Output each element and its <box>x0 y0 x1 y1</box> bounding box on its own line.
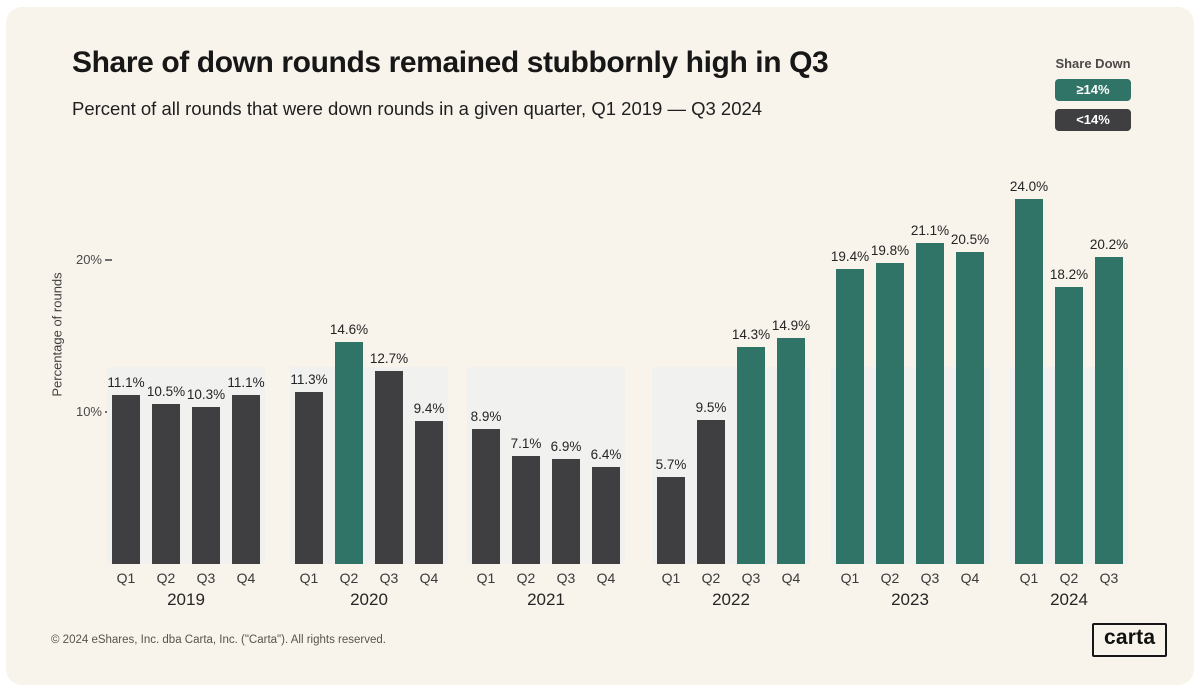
quarter-label-2019-Q3: Q3 <box>196 570 216 586</box>
y-axis-tick-20: 20% <box>52 250 112 270</box>
value-label-2019-Q1: 11.1% <box>107 375 145 390</box>
quarter-label-2020-Q1: Q1 <box>299 570 319 586</box>
quarter-label-2022-Q3: Q3 <box>741 570 761 586</box>
chart-card <box>6 7 1194 685</box>
value-label-2024-Q3: 20.2% <box>1089 237 1129 252</box>
value-label-2024-Q1: 24.0% <box>1009 179 1049 194</box>
quarter-label-2024-Q3: Q3 <box>1099 570 1119 586</box>
value-label-2020-Q2: 14.6% <box>329 322 369 337</box>
value-label-2021-Q4: 6.4% <box>590 447 622 462</box>
value-label-2019-Q4: 11.1% <box>227 375 265 390</box>
quarter-label-2022-Q4: Q4 <box>781 570 801 586</box>
bar-2024-Q2 <box>1055 287 1083 564</box>
year-label-2020: 2020 <box>350 590 388 609</box>
chart-subtitle: Percent of all rounds that were down rou… <box>72 98 763 119</box>
quarter-label-2021-Q4: Q4 <box>596 570 616 586</box>
value-label-2021-Q1: 8.9% <box>470 409 502 424</box>
bar-2022-Q4 <box>777 338 805 564</box>
value-label-2022-Q2: 9.5% <box>695 400 727 415</box>
legend-chip-below-threshold: <14% <box>1055 109 1131 131</box>
quarter-label-2024-Q1: Q1 <box>1019 570 1039 586</box>
year-label-2019: 2019 <box>167 590 205 609</box>
quarter-label-2022-Q1: Q1 <box>661 570 681 586</box>
legend-chip-above-threshold: ≥14% <box>1055 79 1131 101</box>
year-label-2023: 2023 <box>891 590 929 609</box>
value-label-2023-Q2: 19.8% <box>870 243 910 258</box>
quarter-label-2021-Q3: Q3 <box>556 570 576 586</box>
quarter-label-2021-Q1: Q1 <box>476 570 496 586</box>
value-label-2020-Q3: 12.7% <box>369 351 409 366</box>
chart-title: Share of down rounds remained stubbornly… <box>72 46 829 79</box>
value-label-2023-Q1: 19.4% <box>830 249 870 264</box>
quarter-label-2024-Q2: Q2 <box>1059 570 1079 586</box>
bar-2019-Q4 <box>232 395 260 564</box>
quarter-label-2019-Q2: Q2 <box>156 570 176 586</box>
quarter-label-2019-Q4: Q4 <box>236 570 256 586</box>
value-label-2019-Q2: 10.5% <box>146 384 186 399</box>
bar-2019-Q1 <box>112 395 140 564</box>
bar-2024-Q3 <box>1095 257 1123 564</box>
carta-logo: carta <box>1092 623 1168 657</box>
quarter-label-2023-Q1: Q1 <box>840 570 860 586</box>
y-axis-tick-10: 10% <box>52 402 112 422</box>
quarter-label-2020-Q2: Q2 <box>339 570 359 586</box>
bar-2022-Q2 <box>697 420 725 564</box>
value-label-2024-Q2: 18.2% <box>1049 267 1089 282</box>
bar-2019-Q2 <box>152 404 180 564</box>
value-label-2019-Q3: 10.3% <box>186 387 226 402</box>
bar-2023-Q2 <box>876 263 904 564</box>
value-label-2020-Q1: 11.3% <box>290 372 328 387</box>
bar-2020-Q2 <box>335 342 363 564</box>
value-label-2022-Q3: 14.3% <box>731 327 771 342</box>
bar-2021-Q1 <box>472 429 500 564</box>
y-axis-tick-20-label: 20% <box>75 252 102 267</box>
value-label-2020-Q4: 9.4% <box>413 401 445 416</box>
quarter-label-2020-Q3: Q3 <box>379 570 399 586</box>
bar-2021-Q3 <box>552 459 580 564</box>
bar-2023-Q3 <box>916 243 944 564</box>
value-label-2022-Q4: 14.9% <box>771 318 811 333</box>
quarter-label-2021-Q2: Q2 <box>516 570 536 586</box>
year-label-2024: 2024 <box>1050 590 1088 609</box>
year-label-2022: 2022 <box>712 590 750 609</box>
value-label-2022-Q1: 5.7% <box>655 457 687 472</box>
bar-2024-Q1 <box>1015 199 1043 564</box>
bar-2023-Q4 <box>956 252 984 564</box>
quarter-label-2022-Q2: Q2 <box>701 570 721 586</box>
quarter-label-2020-Q4: Q4 <box>419 570 439 586</box>
y-axis-tick-10-label: 10% <box>75 404 102 419</box>
bar-2021-Q2 <box>512 456 540 564</box>
value-label-2023-Q4: 20.5% <box>950 232 990 247</box>
bar-2020-Q4 <box>415 421 443 564</box>
value-label-2021-Q3: 6.9% <box>550 439 582 454</box>
legend-title: Share Down <box>1055 56 1131 71</box>
value-label-2021-Q2: 7.1% <box>510 436 542 451</box>
tick-dash-icon <box>105 259 112 261</box>
bar-2022-Q1 <box>657 477 685 564</box>
bar-2019-Q3 <box>192 407 220 564</box>
bar-2021-Q4 <box>592 467 620 564</box>
bar-2022-Q3 <box>737 347 765 564</box>
value-label-2023-Q3: 21.1% <box>910 223 950 238</box>
copyright-text: © 2024 eShares, Inc. dba Carta, Inc. ("C… <box>51 634 386 646</box>
bar-2020-Q3 <box>375 371 403 564</box>
quarter-label-2023-Q3: Q3 <box>920 570 940 586</box>
quarter-label-2019-Q1: Q1 <box>116 570 136 586</box>
year-label-2021: 2021 <box>527 590 565 609</box>
quarter-label-2023-Q4: Q4 <box>960 570 980 586</box>
quarter-label-2023-Q2: Q2 <box>880 570 900 586</box>
bar-2020-Q1 <box>295 392 323 564</box>
bar-2023-Q1 <box>836 269 864 564</box>
